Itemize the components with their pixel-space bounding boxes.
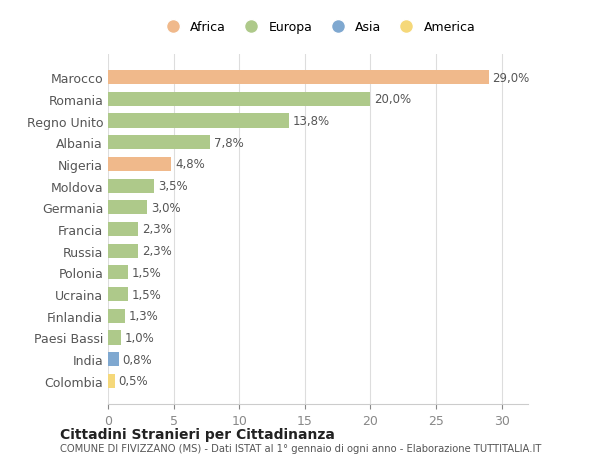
Text: 2,3%: 2,3% <box>142 223 172 236</box>
Text: 3,5%: 3,5% <box>158 180 187 193</box>
Text: 0,8%: 0,8% <box>122 353 152 366</box>
Text: 1,5%: 1,5% <box>131 288 161 301</box>
Bar <box>108 287 128 302</box>
Bar <box>108 157 171 172</box>
Text: 29,0%: 29,0% <box>493 72 530 84</box>
Bar <box>108 114 289 129</box>
Text: 1,3%: 1,3% <box>129 310 159 323</box>
Bar <box>108 330 121 345</box>
Bar <box>108 223 138 236</box>
Text: 20,0%: 20,0% <box>374 93 412 106</box>
Text: 13,8%: 13,8% <box>293 115 330 128</box>
Text: Cittadini Stranieri per Cittadinanza: Cittadini Stranieri per Cittadinanza <box>60 427 335 442</box>
Text: 3,0%: 3,0% <box>151 202 181 214</box>
Bar <box>108 179 154 193</box>
Text: 0,5%: 0,5% <box>119 375 148 387</box>
Bar <box>108 353 119 366</box>
Text: 1,5%: 1,5% <box>131 266 161 279</box>
Text: 7,8%: 7,8% <box>214 136 244 149</box>
Text: 4,8%: 4,8% <box>175 158 205 171</box>
Text: 1,0%: 1,0% <box>125 331 155 344</box>
Bar <box>108 244 138 258</box>
Bar <box>108 266 128 280</box>
Legend: Africa, Europa, Asia, America: Africa, Europa, Asia, America <box>155 16 481 39</box>
Bar <box>108 136 211 150</box>
Bar <box>108 71 488 85</box>
Bar <box>108 374 115 388</box>
Text: COMUNE DI FIVIZZANO (MS) - Dati ISTAT al 1° gennaio di ogni anno - Elaborazione : COMUNE DI FIVIZZANO (MS) - Dati ISTAT al… <box>60 443 541 453</box>
Bar <box>108 93 370 106</box>
Bar <box>108 309 125 323</box>
Bar <box>108 201 148 215</box>
Text: 2,3%: 2,3% <box>142 245 172 257</box>
